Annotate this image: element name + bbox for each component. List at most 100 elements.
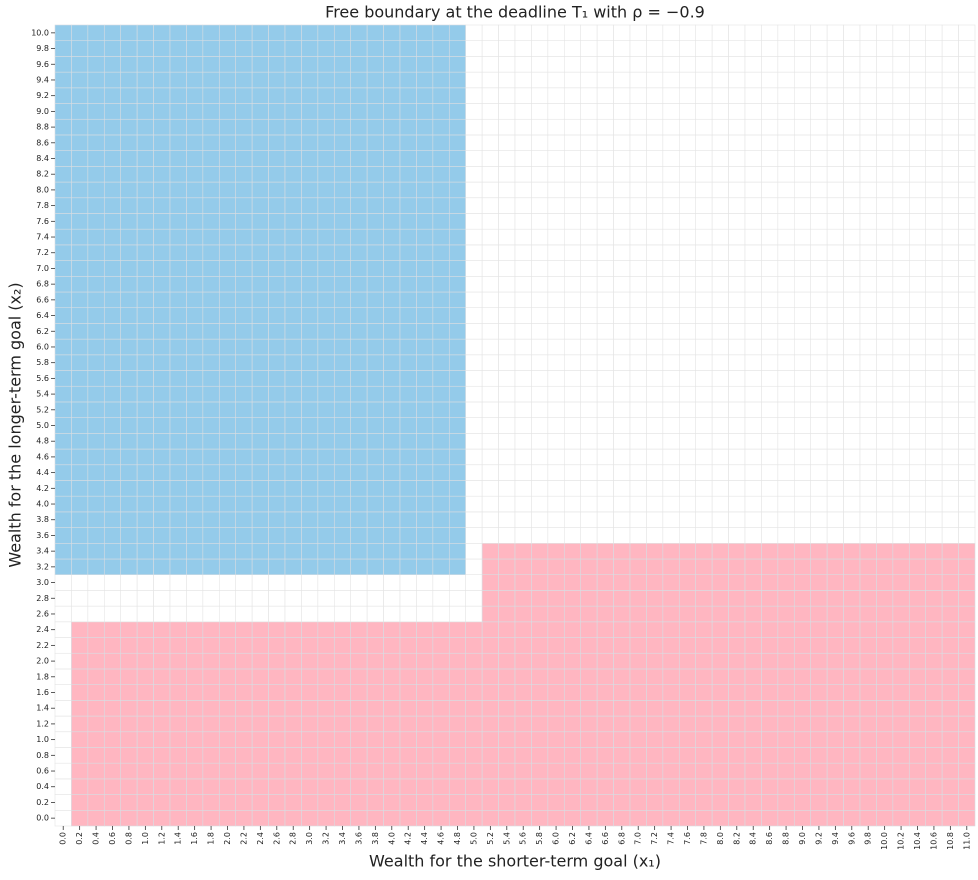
heatmap-cell (169, 291, 187, 309)
heatmap-cell (859, 621, 877, 638)
heatmap-cell (186, 338, 204, 356)
heatmap-cell (876, 370, 894, 387)
heatmap-cell (843, 213, 861, 230)
heatmap-cell (547, 480, 565, 497)
heatmap-cell (366, 401, 384, 418)
heatmap-cell (448, 542, 467, 560)
heatmap-cell (547, 24, 565, 42)
heatmap-cell (120, 527, 138, 544)
heatmap-cell (711, 809, 729, 827)
heatmap-cell (514, 778, 532, 795)
heatmap-cell (695, 495, 713, 513)
heatmap-cell (596, 213, 614, 230)
heatmap-cell (563, 794, 582, 811)
heatmap-cell (711, 291, 729, 309)
heatmap-cell (547, 652, 565, 670)
heatmap-cell (908, 260, 927, 277)
y-tick-label: 9.6 (36, 60, 49, 69)
heatmap-cell (728, 213, 746, 230)
heatmap-cell (481, 260, 499, 277)
heatmap-cell (432, 652, 450, 670)
heatmap-cell (777, 747, 795, 764)
heatmap-cell (514, 134, 532, 151)
heatmap-cell (54, 747, 72, 764)
heatmap-cell (744, 401, 762, 418)
heatmap-cell (793, 809, 812, 827)
heatmap-cell (613, 87, 631, 104)
heatmap-cell (301, 56, 319, 73)
x-tick-label: 1.2 (157, 832, 166, 845)
heatmap-cell (777, 652, 795, 670)
heatmap-cell (695, 542, 713, 560)
heatmap-cell (678, 433, 697, 450)
heatmap-cell (728, 417, 746, 434)
heatmap-cell (580, 433, 598, 450)
heatmap-cell (383, 118, 401, 136)
heatmap-cell (399, 385, 417, 403)
heatmap-cell (153, 354, 171, 371)
heatmap-cell (563, 291, 582, 309)
heatmap-cell (416, 103, 434, 120)
heatmap-cell (54, 605, 72, 623)
heatmap-cell (728, 480, 746, 497)
heatmap-cell (383, 684, 401, 701)
heatmap-cell (317, 590, 335, 607)
heatmap-cell (432, 621, 450, 638)
heatmap-cell (120, 401, 138, 418)
heatmap-cell (531, 747, 549, 764)
heatmap-cell (350, 433, 368, 450)
heatmap-cell (202, 134, 220, 151)
heatmap-cell (416, 181, 434, 199)
heatmap-cell (793, 747, 812, 764)
heatmap-cell (876, 166, 894, 183)
heatmap-cell (498, 700, 516, 717)
heatmap-cell (711, 24, 729, 42)
heatmap-cell (153, 307, 171, 324)
heatmap-cell (153, 464, 171, 481)
heatmap-cell (941, 637, 959, 654)
heatmap-cell (662, 747, 680, 764)
heatmap-cell (613, 40, 631, 57)
heatmap-cell (810, 558, 828, 576)
heatmap-cell (284, 495, 302, 513)
heatmap-cell (843, 150, 861, 167)
heatmap-cell (448, 684, 467, 701)
heatmap-cell (383, 621, 401, 638)
heatmap-cell (695, 181, 713, 199)
heatmap-cell (333, 480, 352, 497)
heatmap-cell (547, 778, 565, 795)
heatmap-cell (54, 87, 72, 104)
heatmap-cell (383, 417, 401, 434)
heatmap-cell (563, 511, 582, 528)
heatmap-cell (531, 511, 549, 528)
heatmap-cell (366, 527, 384, 544)
heatmap-cell (859, 260, 877, 277)
heatmap-cell (514, 24, 532, 42)
heatmap-cell (186, 700, 204, 717)
heatmap-cell (448, 700, 467, 717)
heatmap-cell (613, 794, 631, 811)
heatmap-cell (87, 275, 105, 293)
heatmap-cell (103, 495, 122, 513)
heatmap-cell (596, 40, 614, 57)
heatmap-cell (235, 291, 253, 309)
heatmap-cell (695, 118, 713, 136)
heatmap-cell (251, 307, 269, 324)
heatmap-cell (186, 385, 204, 403)
heatmap-cell (892, 354, 910, 371)
heatmap-cell (71, 103, 89, 120)
heatmap-cell (646, 590, 664, 607)
heatmap-cell (728, 464, 746, 481)
heatmap-cell (136, 244, 154, 261)
heatmap-cell (531, 181, 549, 199)
heatmap-cell (580, 56, 598, 73)
heatmap-cell (366, 338, 384, 356)
heatmap-cell (136, 652, 154, 670)
heatmap-cell (876, 778, 894, 795)
heatmap-cell (744, 511, 762, 528)
heatmap-cell (136, 590, 154, 607)
heatmap-cell (481, 480, 499, 497)
heatmap-cell (580, 715, 598, 733)
heatmap-cell (202, 480, 220, 497)
y-tick-label: 1.8 (36, 672, 49, 681)
